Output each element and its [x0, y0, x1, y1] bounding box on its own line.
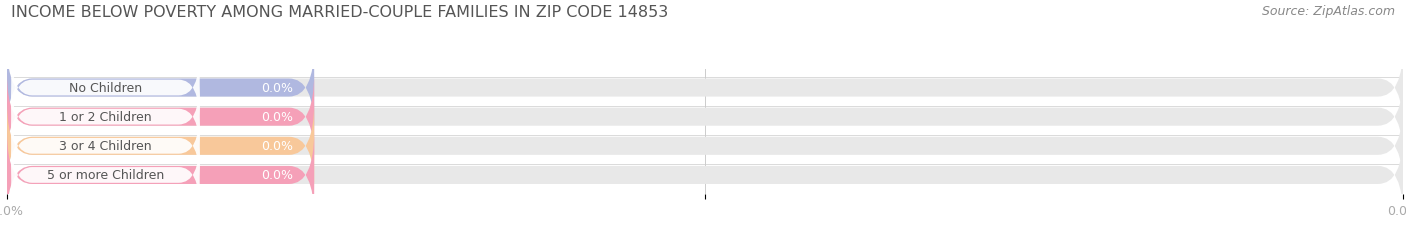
- FancyBboxPatch shape: [7, 103, 1403, 189]
- FancyBboxPatch shape: [7, 45, 1403, 131]
- FancyBboxPatch shape: [11, 82, 200, 153]
- Text: 0.0%: 0.0%: [262, 140, 294, 153]
- Text: 3 or 4 Children: 3 or 4 Children: [59, 140, 152, 153]
- Text: INCOME BELOW POVERTY AMONG MARRIED-COUPLE FAMILIES IN ZIP CODE 14853: INCOME BELOW POVERTY AMONG MARRIED-COUPL…: [11, 5, 668, 20]
- FancyBboxPatch shape: [11, 52, 200, 124]
- Text: No Children: No Children: [69, 82, 142, 95]
- Text: 0.0%: 0.0%: [262, 82, 294, 95]
- Text: 1 or 2 Children: 1 or 2 Children: [59, 111, 152, 124]
- Text: 0.0%: 0.0%: [262, 169, 294, 182]
- Text: Source: ZipAtlas.com: Source: ZipAtlas.com: [1261, 5, 1395, 18]
- Text: 0.0%: 0.0%: [262, 111, 294, 124]
- FancyBboxPatch shape: [7, 74, 314, 160]
- Text: 5 or more Children: 5 or more Children: [46, 169, 165, 182]
- FancyBboxPatch shape: [7, 132, 314, 218]
- FancyBboxPatch shape: [7, 132, 1403, 218]
- FancyBboxPatch shape: [11, 110, 200, 182]
- FancyBboxPatch shape: [11, 140, 200, 211]
- FancyBboxPatch shape: [7, 103, 314, 189]
- FancyBboxPatch shape: [7, 74, 1403, 160]
- FancyBboxPatch shape: [7, 45, 314, 131]
